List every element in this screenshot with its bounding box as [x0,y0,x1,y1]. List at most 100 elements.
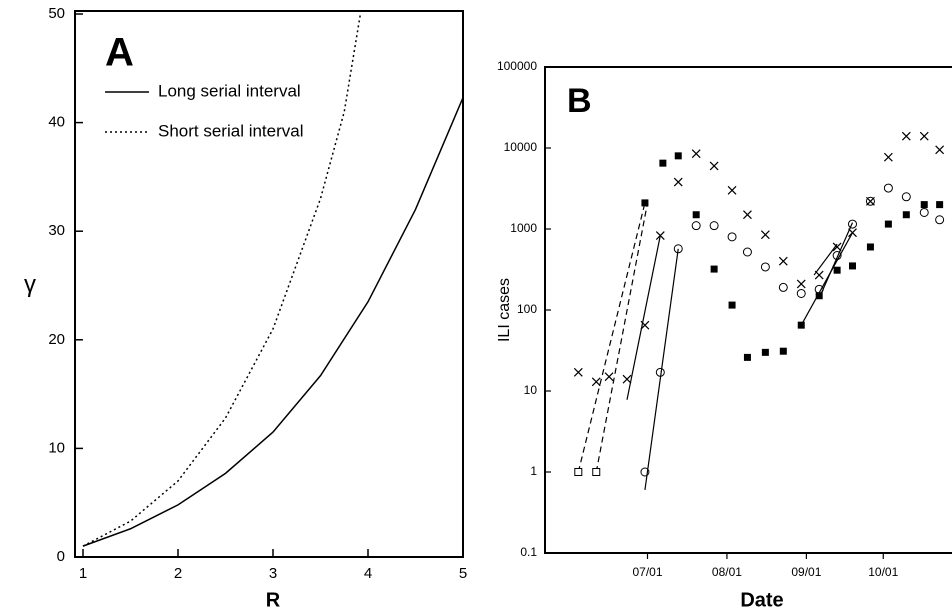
point [920,201,928,209]
point [848,219,857,229]
fit-line [577,202,646,473]
y-tick-label: 1000 [510,221,537,235]
x-tick-label: 2 [174,565,182,582]
point [743,210,752,220]
point [727,232,737,242]
point [814,270,824,280]
point [832,251,842,261]
y-tick-label: 100 [517,302,537,316]
x-tick-label: 5 [459,565,467,582]
point [814,284,824,294]
point [674,152,682,160]
point [883,152,893,162]
y-tick-label: 10 [524,383,538,397]
point [691,149,701,159]
point [901,131,911,141]
y-tick-label: 1 [530,464,537,478]
point [778,282,788,292]
plot-frame [544,66,952,554]
point [743,353,751,361]
plot-frame [74,10,464,558]
point [604,372,614,382]
y-tick-label: 10 [48,439,65,456]
point [709,161,719,171]
curve [82,13,362,547]
point [883,183,893,193]
x-tick-label: 07/01 [632,565,662,579]
y-tick-label: 100000 [497,59,537,73]
point [796,279,806,289]
panel-label: B [567,82,592,120]
point [640,320,650,330]
point [779,347,787,355]
curve [82,97,464,547]
y-tick-label: 30 [48,222,65,239]
y-tick-label: 10000 [504,140,538,154]
point [728,301,736,309]
point [692,211,700,219]
point [709,221,719,231]
x-axis-label: R [266,589,281,611]
point [865,196,875,206]
point [919,207,929,217]
point [866,243,874,251]
point [573,367,583,377]
x-axis-label: Date [740,589,783,611]
point [832,242,842,252]
x-tick-label: 3 [269,565,277,582]
x-tick-label: 4 [364,565,372,582]
point [591,377,601,387]
point [655,231,665,240]
point [574,468,583,476]
point [655,367,665,377]
point [919,131,929,141]
point [673,177,683,187]
x-tick-label: 09/01 [791,565,821,579]
y-tick-label: 0.1 [520,545,537,559]
fit-line [800,232,854,326]
y-tick-label: 40 [48,114,65,131]
point [848,228,857,238]
point [710,265,718,273]
point [742,247,752,257]
point [673,244,683,254]
y-tick-label: 0 [57,548,65,565]
point [901,192,911,202]
point [760,262,770,272]
point [592,468,601,476]
point [833,266,841,274]
point [849,262,856,270]
point [659,159,667,167]
point [935,215,945,225]
point [796,288,806,298]
point [797,321,805,329]
y-axis-label: ILI cases [496,278,513,342]
y-tick-label: 20 [48,331,65,348]
fit-line [595,202,649,473]
point [691,221,701,231]
x-tick-label: 10/01 [868,565,898,579]
fit-line [626,235,661,400]
point [641,199,649,207]
point [935,145,945,155]
point [622,374,632,384]
point [884,220,892,228]
legend-label: Long serial interval [158,81,301,100]
point [760,230,770,240]
legend-label: Short serial interval [158,121,304,140]
point [727,185,737,195]
panel-label: A [105,31,134,75]
x-tick-label: 08/01 [712,565,742,579]
point [936,201,944,209]
point [778,256,788,266]
point [640,467,650,477]
fit-line [644,248,679,491]
fit-line [813,243,838,276]
y-axis-label: γ [24,271,36,298]
x-tick-label: 1 [79,565,87,582]
point [815,292,823,300]
point [761,348,769,356]
point [902,211,910,219]
fit-line [818,222,854,299]
